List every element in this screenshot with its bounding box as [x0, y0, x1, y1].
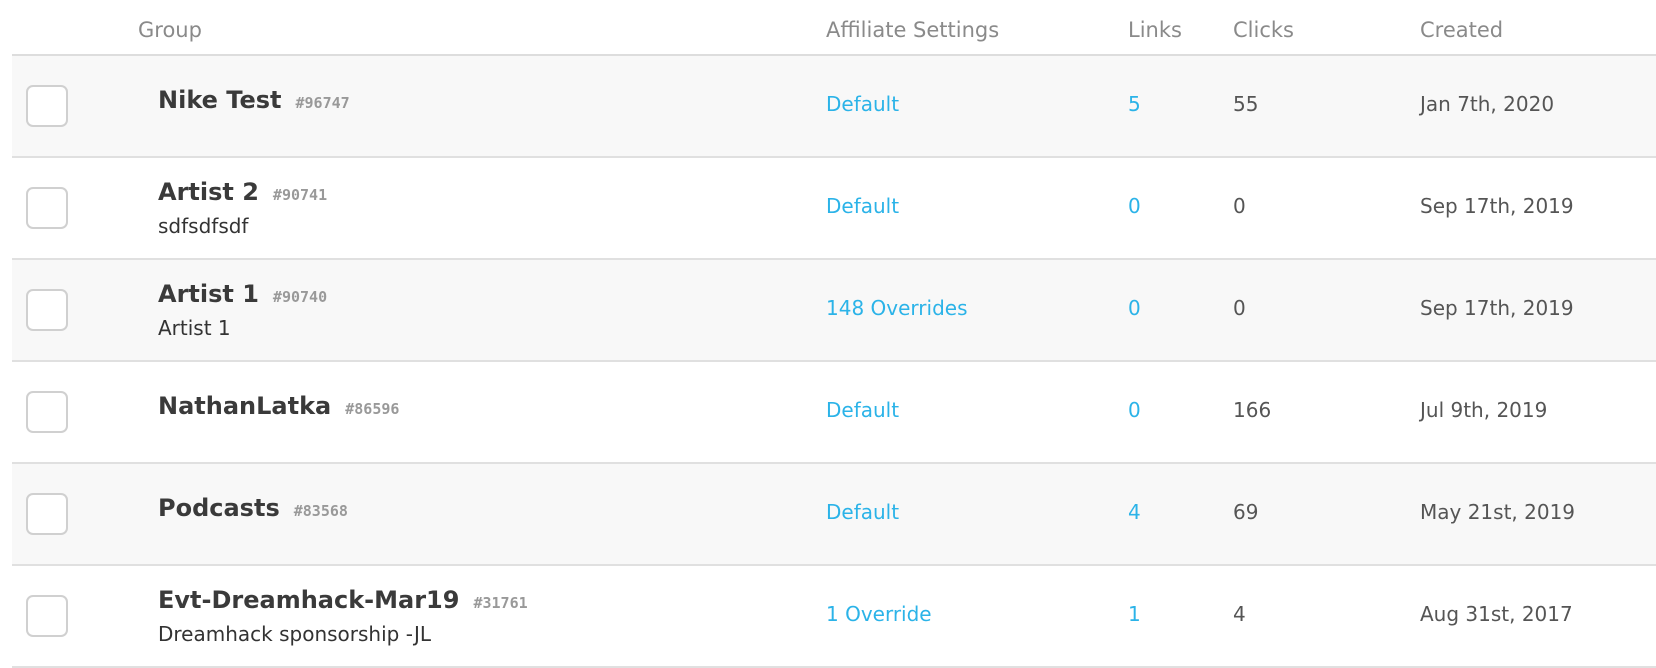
group-name-text[interactable]: Evt-Dreamhack-Mar19 [158, 586, 460, 614]
clicks-count: 55 [1233, 92, 1259, 116]
group-name-text[interactable]: Nike Test [158, 86, 282, 114]
group-id: #83568 [293, 502, 348, 520]
links-count-link[interactable]: 0 [1128, 398, 1141, 422]
group-id: #90740 [272, 288, 328, 306]
table-row[interactable]: Artist 2 #90741 sdfsdfsdf Default 0 0 Sep… [12, 158, 1656, 260]
header-affiliate-settings[interactable]: Affiliate Settings [826, 18, 1000, 42]
row-checkbox[interactable] [26, 289, 68, 331]
group-name-text[interactable]: Artist 1 [158, 280, 259, 308]
affiliate-settings-link[interactable]: Default [826, 92, 900, 116]
group-name-text[interactable]: NathanLatka [158, 392, 332, 420]
row-checkbox[interactable] [26, 187, 68, 229]
affiliate-settings-link[interactable]: Default [826, 398, 900, 422]
affiliate-settings-link[interactable]: Default [826, 500, 900, 524]
header-created[interactable]: Created [1420, 18, 1504, 42]
affiliate-settings-link[interactable]: 148 Overrides [826, 296, 968, 320]
clicks-count: 166 [1233, 398, 1272, 422]
group-name[interactable]: Artist 1 #90740 [158, 280, 327, 308]
clicks-count: 4 [1233, 602, 1246, 626]
created-date: Sep 17th, 2019 [1420, 296, 1574, 320]
group-name[interactable]: Artist 2 #90741 [158, 178, 327, 206]
links-count-link[interactable]: 0 [1128, 296, 1141, 320]
created-date: Aug 31st, 2017 [1420, 602, 1573, 626]
table-row[interactable]: NathanLatka #86596 Default 0 166 Jul 9th,… [12, 362, 1656, 464]
group-id: #31761 [473, 594, 528, 612]
group-description: sdfsdfsdf [158, 214, 249, 238]
group-id: #90741 [272, 186, 328, 204]
created-date: Jul 9th, 2019 [1420, 398, 1548, 422]
links-count-link[interactable]: 1 [1128, 602, 1141, 626]
group-id: #86596 [345, 400, 400, 418]
clicks-count: 69 [1233, 500, 1259, 524]
header-links[interactable]: Links [1128, 18, 1182, 42]
header-clicks[interactable]: Clicks [1233, 18, 1294, 42]
group-id: #96747 [295, 94, 350, 112]
table-row[interactable]: Podcasts #83568 Default 4 69 May 21st, 20… [12, 464, 1656, 566]
group-name[interactable]: Nike Test #96747 [158, 86, 350, 114]
row-checkbox[interactable] [26, 85, 68, 127]
group-name[interactable]: Podcasts #83568 [158, 494, 348, 522]
group-name-text[interactable]: Podcasts [158, 494, 280, 522]
created-date: Sep 17th, 2019 [1420, 194, 1574, 218]
affiliate-settings-link[interactable]: Default [826, 194, 900, 218]
table-row[interactable]: Nike Test #96747 Default 5 55 Jan 7th, 20… [12, 56, 1656, 158]
created-date: May 21st, 2019 [1420, 500, 1576, 524]
group-name[interactable]: Evt-Dreamhack-Mar19 #31761 [158, 586, 528, 614]
group-name[interactable]: NathanLatka #86596 [158, 392, 399, 420]
links-count-link[interactable]: 4 [1128, 500, 1141, 524]
table-row[interactable]: Evt-Dreamhack-Mar19 #31761 Dreamhack spon… [12, 566, 1656, 668]
row-checkbox[interactable] [26, 595, 68, 637]
row-checkbox[interactable] [26, 493, 68, 535]
table-header: Group Affiliate Settings Links Clicks Cr… [12, 0, 1656, 56]
header-group[interactable]: Group [138, 18, 202, 42]
row-checkbox[interactable] [26, 391, 68, 433]
group-name-text[interactable]: Artist 2 [158, 178, 259, 206]
clicks-count: 0 [1233, 194, 1246, 218]
clicks-count: 0 [1233, 296, 1246, 320]
links-count-link[interactable]: 5 [1128, 92, 1141, 116]
group-description: Artist 1 [158, 316, 231, 340]
table-row[interactable]: Artist 1 #90740 Artist 1 148 Overrides 0 … [12, 260, 1656, 362]
created-date: Jan 7th, 2020 [1420, 92, 1555, 116]
group-description: Dreamhack sponsorship -JL [158, 622, 432, 646]
affiliate-settings-link[interactable]: 1 Override [826, 602, 932, 626]
links-count-link[interactable]: 0 [1128, 194, 1141, 218]
